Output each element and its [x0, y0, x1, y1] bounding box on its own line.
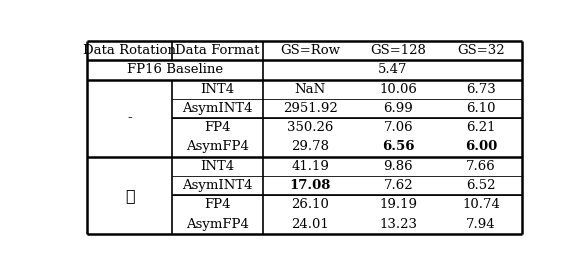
Text: 6.00: 6.00	[465, 141, 497, 153]
Text: 41.19: 41.19	[291, 160, 329, 173]
Text: AsymINT4: AsymINT4	[182, 102, 253, 115]
Text: 29.78: 29.78	[291, 141, 329, 153]
Text: GS=128: GS=128	[370, 44, 426, 57]
Text: FP4: FP4	[205, 121, 231, 134]
Text: 7.06: 7.06	[383, 121, 413, 134]
Text: 7.66: 7.66	[466, 160, 496, 173]
Text: INT4: INT4	[201, 83, 235, 96]
Text: 19.19: 19.19	[379, 198, 417, 211]
Text: FP4: FP4	[205, 198, 231, 211]
Text: 10.06: 10.06	[379, 83, 417, 96]
Text: 350.26: 350.26	[287, 121, 333, 134]
Text: -: -	[127, 111, 132, 125]
Text: AsymINT4: AsymINT4	[182, 179, 253, 192]
Text: FP16 Baseline: FP16 Baseline	[127, 63, 223, 76]
Text: Data Rotation: Data Rotation	[83, 44, 176, 57]
Text: GS=Row: GS=Row	[280, 44, 340, 57]
Text: AsymFP4: AsymFP4	[186, 141, 249, 153]
Text: ✓: ✓	[125, 187, 135, 204]
Text: INT4: INT4	[201, 160, 235, 173]
Text: 26.10: 26.10	[291, 198, 329, 211]
Text: AsymFP4: AsymFP4	[186, 218, 249, 231]
Text: 6.56: 6.56	[382, 141, 415, 153]
Text: 2951.92: 2951.92	[283, 102, 338, 115]
Text: 6.10: 6.10	[466, 102, 496, 115]
Text: GS=32: GS=32	[457, 44, 505, 57]
Text: 10.74: 10.74	[462, 198, 500, 211]
Text: 6.99: 6.99	[383, 102, 413, 115]
Text: 5.47: 5.47	[378, 63, 407, 76]
Text: 6.52: 6.52	[466, 179, 496, 192]
Text: 7.62: 7.62	[383, 179, 413, 192]
Text: 13.23: 13.23	[379, 218, 417, 231]
Text: NaN: NaN	[295, 83, 326, 96]
Text: 6.73: 6.73	[466, 83, 496, 96]
Text: 24.01: 24.01	[291, 218, 329, 231]
Text: 9.86: 9.86	[383, 160, 413, 173]
Text: 17.08: 17.08	[289, 179, 331, 192]
Text: 7.94: 7.94	[466, 218, 496, 231]
Text: Data Format: Data Format	[175, 44, 260, 57]
Text: 6.21: 6.21	[466, 121, 496, 134]
